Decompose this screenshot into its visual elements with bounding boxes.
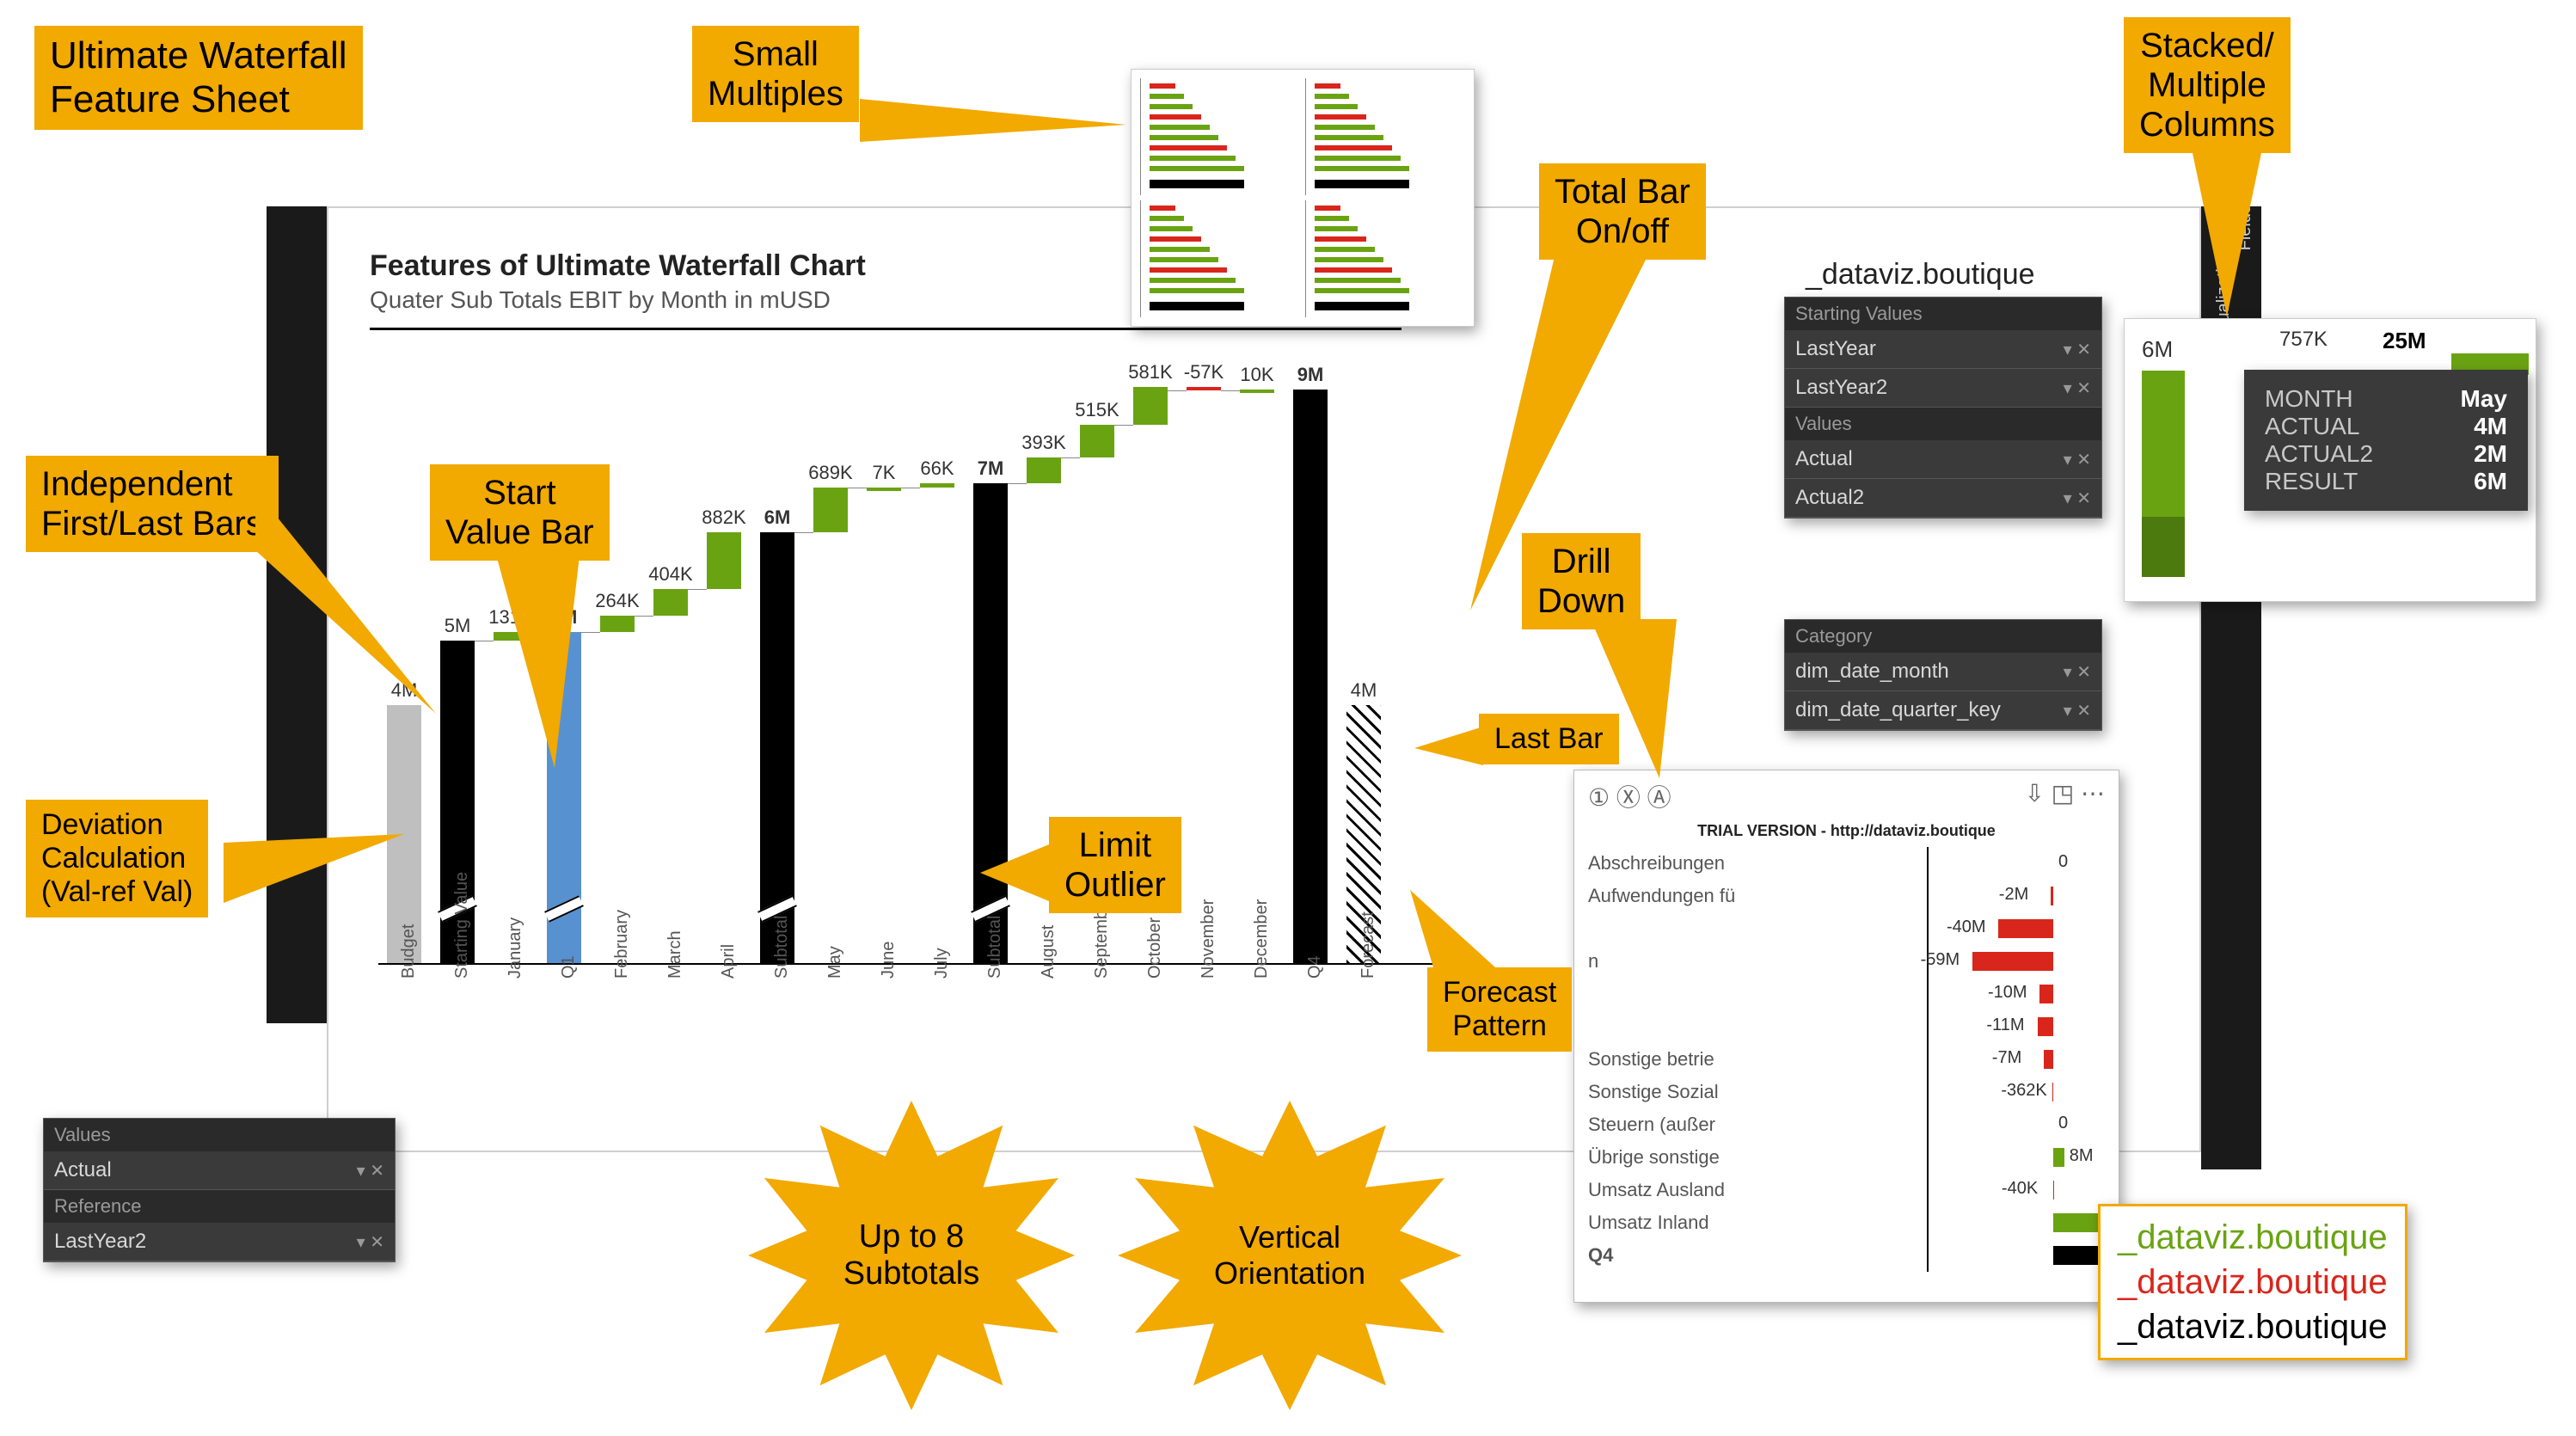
pointer bbox=[224, 825, 413, 929]
callout-title: Ultimate WaterfallFeature Sheet bbox=[34, 26, 363, 130]
category-axis-label: February bbox=[612, 910, 632, 979]
header-brand: _dataviz.boutique bbox=[1806, 258, 2035, 291]
brand-links: _dataviz.boutique _dataviz.boutique _dat… bbox=[2098, 1204, 2407, 1360]
category-axis-label: April bbox=[719, 944, 739, 979]
waterfall-bar bbox=[867, 488, 901, 491]
stage: Visualizations Fields Features of Ultima… bbox=[0, 0, 2576, 1436]
fw-header: Reference bbox=[44, 1190, 395, 1223]
category-axis-label: Q1 bbox=[559, 955, 579, 979]
label: 25M bbox=[2383, 328, 2426, 354]
fw-item[interactable]: dim_date_quarter_key▾ ✕ bbox=[1785, 691, 2101, 730]
detail-title: TRIAL VERSION - http://dataviz.boutique bbox=[1574, 822, 2119, 840]
fieldwell-category: Category dim_date_month▾ ✕ dim_date_quar… bbox=[1784, 619, 2102, 731]
pointer bbox=[1401, 886, 1513, 980]
fieldwell-left: Values Actual▾ ✕ Reference LastYear2▾ ✕ bbox=[43, 1118, 396, 1262]
nav-icons[interactable]: ① Ⓧ Ⓐ bbox=[1588, 779, 1671, 813]
detail-row: n-59M bbox=[1574, 945, 2119, 978]
fw-item[interactable]: Actual▾ ✕ bbox=[44, 1151, 395, 1190]
fw-header: Values bbox=[44, 1119, 395, 1151]
waterfall-bar bbox=[1027, 457, 1061, 483]
detail-row: -40M bbox=[1574, 912, 2119, 945]
drill-down-panel: ① Ⓧ Ⓐ ⇩ ◳ ⋯ TRIAL VERSION - http://datav… bbox=[1573, 770, 2119, 1303]
category-axis-label: June bbox=[879, 942, 899, 979]
category-axis-label: January bbox=[506, 917, 525, 979]
bar-value-label: 6M bbox=[743, 506, 812, 529]
bar-value-label: 393K bbox=[1009, 432, 1078, 454]
category-axis-label: May bbox=[825, 946, 845, 979]
pointer bbox=[486, 549, 606, 772]
category-axis-label: October bbox=[1145, 917, 1165, 979]
category-axis-label: August bbox=[1039, 925, 1058, 979]
category-axis-label: Q4 bbox=[1305, 955, 1325, 979]
category-axis-label: July bbox=[932, 948, 952, 979]
detail-row: -10M bbox=[1574, 978, 2119, 1010]
detail-row: Steuern (außer0 bbox=[1574, 1108, 2119, 1141]
callout-total-bar: Total BarOn/off bbox=[1539, 163, 1706, 260]
waterfall-bar bbox=[1080, 425, 1114, 457]
fw-item[interactable]: LastYear2▾ ✕ bbox=[1785, 369, 2101, 408]
action-icons[interactable]: ⇩ ◳ ⋯ bbox=[2025, 779, 2105, 813]
waterfall-bar bbox=[1133, 387, 1168, 425]
brand-link[interactable]: _dataviz.boutique bbox=[2118, 1215, 2388, 1260]
callout-stacked: Stacked/MultipleColumns bbox=[2124, 17, 2291, 153]
bar-value-label: 404K bbox=[636, 563, 705, 586]
category-axis-label: Subtotal bbox=[772, 916, 792, 979]
pointer bbox=[1410, 722, 1487, 774]
detail-row: Umsatz Ausland-40K bbox=[1574, 1174, 2119, 1206]
pointer bbox=[2175, 153, 2279, 325]
detail-row: Q437M bbox=[1574, 1239, 2119, 1272]
category-axis-label: Forecast bbox=[1359, 911, 1378, 979]
fw-header: Starting Values bbox=[1785, 298, 2101, 330]
callout-start-value: StartValue Bar bbox=[430, 464, 610, 561]
callout-limit-outlier: LimitOutlier bbox=[1049, 817, 1181, 913]
detail-row: Sonstige betrie-7M bbox=[1574, 1043, 2119, 1076]
category-axis-label: Budget bbox=[399, 924, 419, 979]
fw-header: Values bbox=[1785, 408, 2101, 440]
waterfall-bar bbox=[920, 483, 954, 488]
pointer bbox=[860, 82, 1135, 168]
category-axis-label: November bbox=[1199, 899, 1218, 979]
detail-row: Umsatz Inland158M bbox=[1574, 1206, 2119, 1239]
detail-row: Aufwendungen fü-2M bbox=[1574, 880, 2119, 912]
detail-row: Sonstige Sozial-362K bbox=[1574, 1076, 2119, 1108]
fw-header: Category bbox=[1785, 620, 2101, 653]
category-axis-label: March bbox=[665, 930, 685, 979]
detail-rows: Abschreibungen0Aufwendungen fü-2M-40Mn-5… bbox=[1574, 847, 2119, 1272]
waterfall-bar bbox=[1293, 390, 1328, 963]
detail-row: Abschreibungen0 bbox=[1574, 847, 2119, 880]
brand-link[interactable]: _dataviz.boutique bbox=[2118, 1304, 2388, 1349]
waterfall-bar bbox=[1187, 387, 1221, 390]
fieldwell-starting-values: Starting Values LastYear▾ ✕ LastYear2▾ ✕… bbox=[1784, 297, 2102, 519]
callout-deviation: DeviationCalculation(Val-ref Val) bbox=[26, 800, 208, 917]
fw-item[interactable]: LastYear▾ ✕ bbox=[1785, 330, 2101, 369]
small-multiples-thumb bbox=[1131, 69, 1475, 327]
fw-item[interactable]: Actual2▾ ✕ bbox=[1785, 479, 2101, 518]
label: 757K bbox=[2279, 328, 2328, 352]
callout-drill-down: DrillDown bbox=[1522, 533, 1641, 629]
detail-row: Übrige sonstige8M bbox=[1574, 1141, 2119, 1174]
category-axis-label: Subtotal bbox=[985, 916, 1005, 979]
pointer bbox=[255, 482, 445, 722]
label: 6M bbox=[2142, 336, 2173, 363]
category-axis-label: December bbox=[1252, 899, 1272, 979]
stacked-tooltip: MONTHMay ACTUAL4M ACTUAL22M RESULT6M bbox=[2244, 370, 2528, 511]
pointer bbox=[976, 834, 1058, 911]
fw-item[interactable]: dim_date_month▾ ✕ bbox=[1785, 653, 2101, 691]
bar-value-label: 4M bbox=[1329, 679, 1398, 702]
fw-item[interactable]: Actual▾ ✕ bbox=[1785, 440, 2101, 479]
fw-item[interactable]: LastYear2▾ ✕ bbox=[44, 1223, 395, 1261]
waterfall-bar bbox=[653, 589, 688, 616]
bar-value-label: 515K bbox=[1063, 399, 1132, 421]
waterfall-bar bbox=[1240, 390, 1274, 393]
callout-last-bar: Last Bar bbox=[1479, 714, 1619, 764]
brand-link[interactable]: _dataviz.boutique bbox=[2118, 1260, 2388, 1304]
callout-small-multiples: SmallMultiples bbox=[692, 26, 859, 122]
detail-row: -11M bbox=[1574, 1010, 2119, 1043]
callout-independent: IndependentFirst/Last Bars bbox=[26, 456, 279, 552]
bar-value-label: 7M bbox=[956, 457, 1025, 480]
waterfall-bar bbox=[707, 532, 741, 589]
bar-value-label: 9M bbox=[1276, 364, 1345, 386]
category-axis-label: Starting Value bbox=[452, 872, 472, 979]
waterfall-bar bbox=[813, 488, 848, 532]
